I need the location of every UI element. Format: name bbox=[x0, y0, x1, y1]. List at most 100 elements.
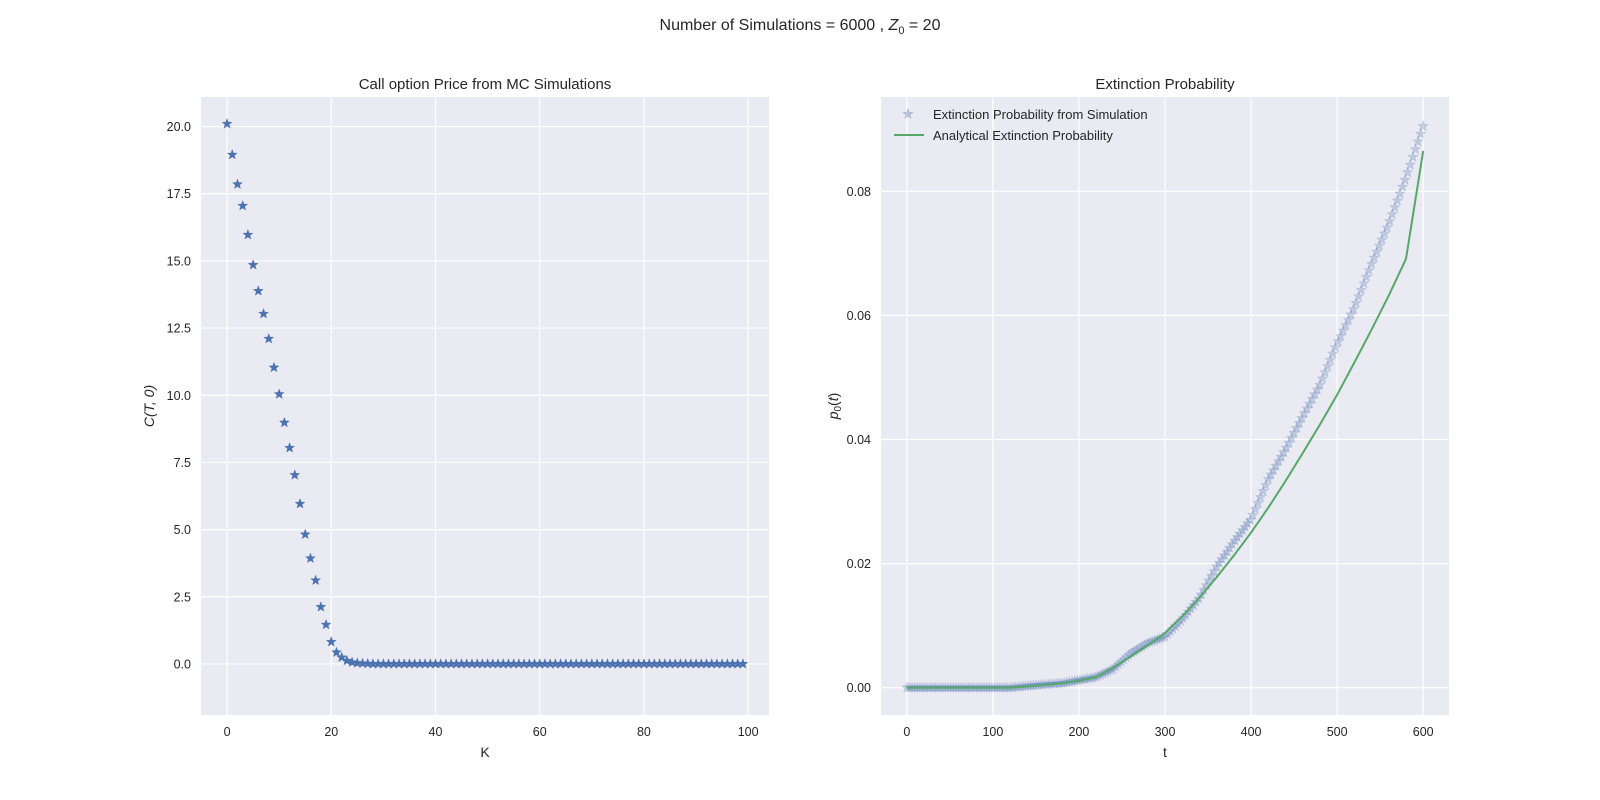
simulation-point bbox=[1308, 388, 1321, 400]
simulation-point bbox=[1316, 372, 1329, 384]
left-data-point bbox=[304, 552, 316, 564]
simulation-point bbox=[1270, 459, 1282, 471]
simulation-point bbox=[1172, 617, 1184, 629]
simulation-point bbox=[1265, 468, 1277, 480]
call-option-chart: 0 20 40 60 80 100 0.0 2.5 5.0 7.5 10.0 12.5 15.0 17.5… bbox=[141, 76, 769, 760]
simulation-point bbox=[1223, 542, 1236, 554]
simulation-point bbox=[1355, 283, 1367, 295]
simulation-point bbox=[1213, 556, 1225, 568]
simulation-point bbox=[1350, 296, 1362, 308]
left-x-tick-label: 80 bbox=[637, 725, 651, 739]
analytical-series-line bbox=[906, 150, 1425, 689]
left-data-point bbox=[346, 656, 358, 668]
right-y-tick-label: 0.06 bbox=[847, 309, 871, 323]
left-x-tick-label: 20 bbox=[324, 725, 338, 739]
simulation-point bbox=[1228, 534, 1241, 546]
simulation-point bbox=[1337, 324, 1349, 336]
left-data-point bbox=[294, 498, 306, 509]
left-data-point bbox=[237, 200, 249, 211]
left-y-axis-label: C(T, 0) bbox=[141, 385, 157, 427]
left-y-tick-label: 17.5 bbox=[167, 187, 191, 201]
left-x-tick-label: 60 bbox=[533, 725, 547, 739]
right-y-tick-label: 0.02 bbox=[847, 557, 871, 571]
left-x-tick-label: 0 bbox=[224, 725, 231, 739]
left-data-point bbox=[247, 259, 259, 270]
left-x-tick-label: 40 bbox=[429, 725, 443, 739]
simulation-point bbox=[1363, 264, 1375, 276]
simulation-point bbox=[1298, 407, 1311, 419]
extinction-probability-chart: 0 100 200 300 400 500 6000.000.020.040.060.08 … bbox=[825, 76, 1449, 760]
left-y-tick-label: 7.5 bbox=[174, 456, 191, 470]
legend-marker-simulation bbox=[902, 107, 914, 119]
simulation-point bbox=[1283, 436, 1295, 448]
simulation-point bbox=[1352, 290, 1365, 302]
left-data-point bbox=[278, 416, 290, 428]
simulation-point bbox=[1347, 303, 1360, 315]
simulation-point bbox=[1257, 485, 1269, 497]
simulation-point bbox=[1327, 347, 1339, 359]
left-data-point bbox=[284, 442, 296, 453]
simulation-point bbox=[1296, 412, 1308, 424]
simulation-point bbox=[1177, 612, 1189, 624]
simulation-point bbox=[1234, 527, 1246, 539]
simulation-point bbox=[1396, 180, 1409, 192]
figure-suptitle: Number of Simulations = 6000 , Z0 = 20 bbox=[660, 17, 941, 37]
simulation-point bbox=[1301, 402, 1313, 414]
simulation-point bbox=[1164, 625, 1176, 637]
left-y-tick-label: 0.0 bbox=[174, 657, 191, 671]
simulation-point bbox=[1231, 531, 1244, 543]
simulation-point bbox=[1254, 491, 1267, 503]
left-x-tick-label: 100 bbox=[738, 725, 759, 739]
simulation-point bbox=[1249, 502, 1262, 514]
simulation-point bbox=[1247, 508, 1259, 520]
simulation-point bbox=[1319, 366, 1331, 378]
simulation-point bbox=[1311, 383, 1324, 395]
legend-label-simulation: Extinction Probability from Simulation bbox=[933, 107, 1148, 122]
simulation-point bbox=[1381, 221, 1393, 233]
left-data-point bbox=[268, 361, 280, 373]
left-y-tick-label: 5.0 bbox=[174, 523, 191, 537]
simulation-point bbox=[1417, 120, 1429, 132]
left-data-point bbox=[341, 654, 353, 666]
right-y-tick-label: 0.04 bbox=[847, 433, 871, 447]
legend: Extinction Probability from Simulation A… bbox=[894, 107, 1148, 143]
left-data-point bbox=[242, 229, 254, 240]
left-data-point bbox=[289, 469, 301, 480]
left-y-tick-label: 15.0 bbox=[167, 254, 191, 268]
simulation-point bbox=[1314, 378, 1326, 390]
simulation-point bbox=[1358, 277, 1370, 289]
left-data-point bbox=[310, 574, 322, 586]
right-chart-title: Extinction Probability bbox=[1095, 76, 1235, 93]
simulation-point bbox=[1277, 446, 1290, 458]
simulation-point bbox=[1210, 560, 1223, 572]
simulation-point bbox=[1404, 158, 1417, 170]
simulation-point bbox=[1321, 360, 1334, 372]
left-data-point bbox=[320, 618, 332, 630]
simulation-point bbox=[1156, 631, 1169, 643]
simulation-point bbox=[1076, 673, 1089, 685]
simulation-point bbox=[1376, 233, 1388, 245]
simulation-point bbox=[1329, 341, 1342, 353]
simulation-point bbox=[1071, 674, 1083, 686]
simulation-point bbox=[1218, 549, 1231, 561]
right-x-tick-label: 100 bbox=[982, 725, 1003, 739]
simulation-point bbox=[1154, 632, 1166, 644]
simulation-point bbox=[1399, 173, 1411, 185]
right-x-tick-label: 500 bbox=[1327, 725, 1348, 739]
right-x-tick-label: 400 bbox=[1241, 725, 1262, 739]
left-data-point bbox=[252, 285, 264, 296]
simulation-point bbox=[1267, 464, 1280, 476]
right-y-axis-label: p0(t) bbox=[825, 393, 844, 421]
simulation-point bbox=[1032, 678, 1045, 690]
simulation-point bbox=[1262, 473, 1275, 485]
left-data-point bbox=[231, 178, 243, 189]
legend-star-icon bbox=[902, 107, 914, 119]
simulation-point bbox=[1414, 127, 1427, 139]
simulation-point bbox=[1386, 208, 1398, 220]
left-data-points bbox=[221, 118, 749, 669]
left-x-axis-label: K bbox=[480, 744, 490, 760]
simulation-point bbox=[1182, 605, 1195, 617]
simulation-point bbox=[1272, 455, 1285, 467]
simulation-point bbox=[1074, 674, 1086, 686]
simulation-point bbox=[1345, 308, 1357, 320]
